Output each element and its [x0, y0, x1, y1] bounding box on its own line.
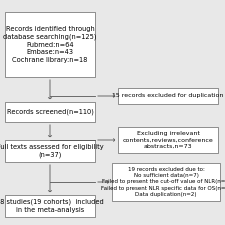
Text: 15 records excluded for duplication: 15 records excluded for duplication	[112, 94, 224, 99]
Bar	[118, 88, 218, 104]
Bar	[5, 195, 95, 217]
Bar	[5, 140, 95, 162]
Text: 18 studies(19 cohorts)  included
in the meta-analysis: 18 studies(19 cohorts) included in the m…	[0, 199, 104, 213]
Text: 19 records excluded due to:
No sufficient data(n=7)
Failed to present the cut-of: 19 records excluded due to: No sufficien…	[101, 167, 225, 197]
Text: Excluding irrelevant
contents,reviews,conference
abstracts,n=73: Excluding irrelevant contents,reviews,co…	[123, 131, 213, 149]
Text: Records screened(n=110): Records screened(n=110)	[7, 109, 93, 115]
Text: Full texts assessed for eligibility
(n=37): Full texts assessed for eligibility (n=3…	[0, 144, 103, 158]
Bar	[112, 163, 220, 201]
Bar	[5, 12, 95, 77]
Bar	[5, 102, 95, 122]
Text: Records identified through
database searching(n=125)
Pubmed:n=64
Embase:n=43
Coc: Records identified through database sear…	[3, 26, 97, 63]
Bar	[118, 127, 218, 153]
